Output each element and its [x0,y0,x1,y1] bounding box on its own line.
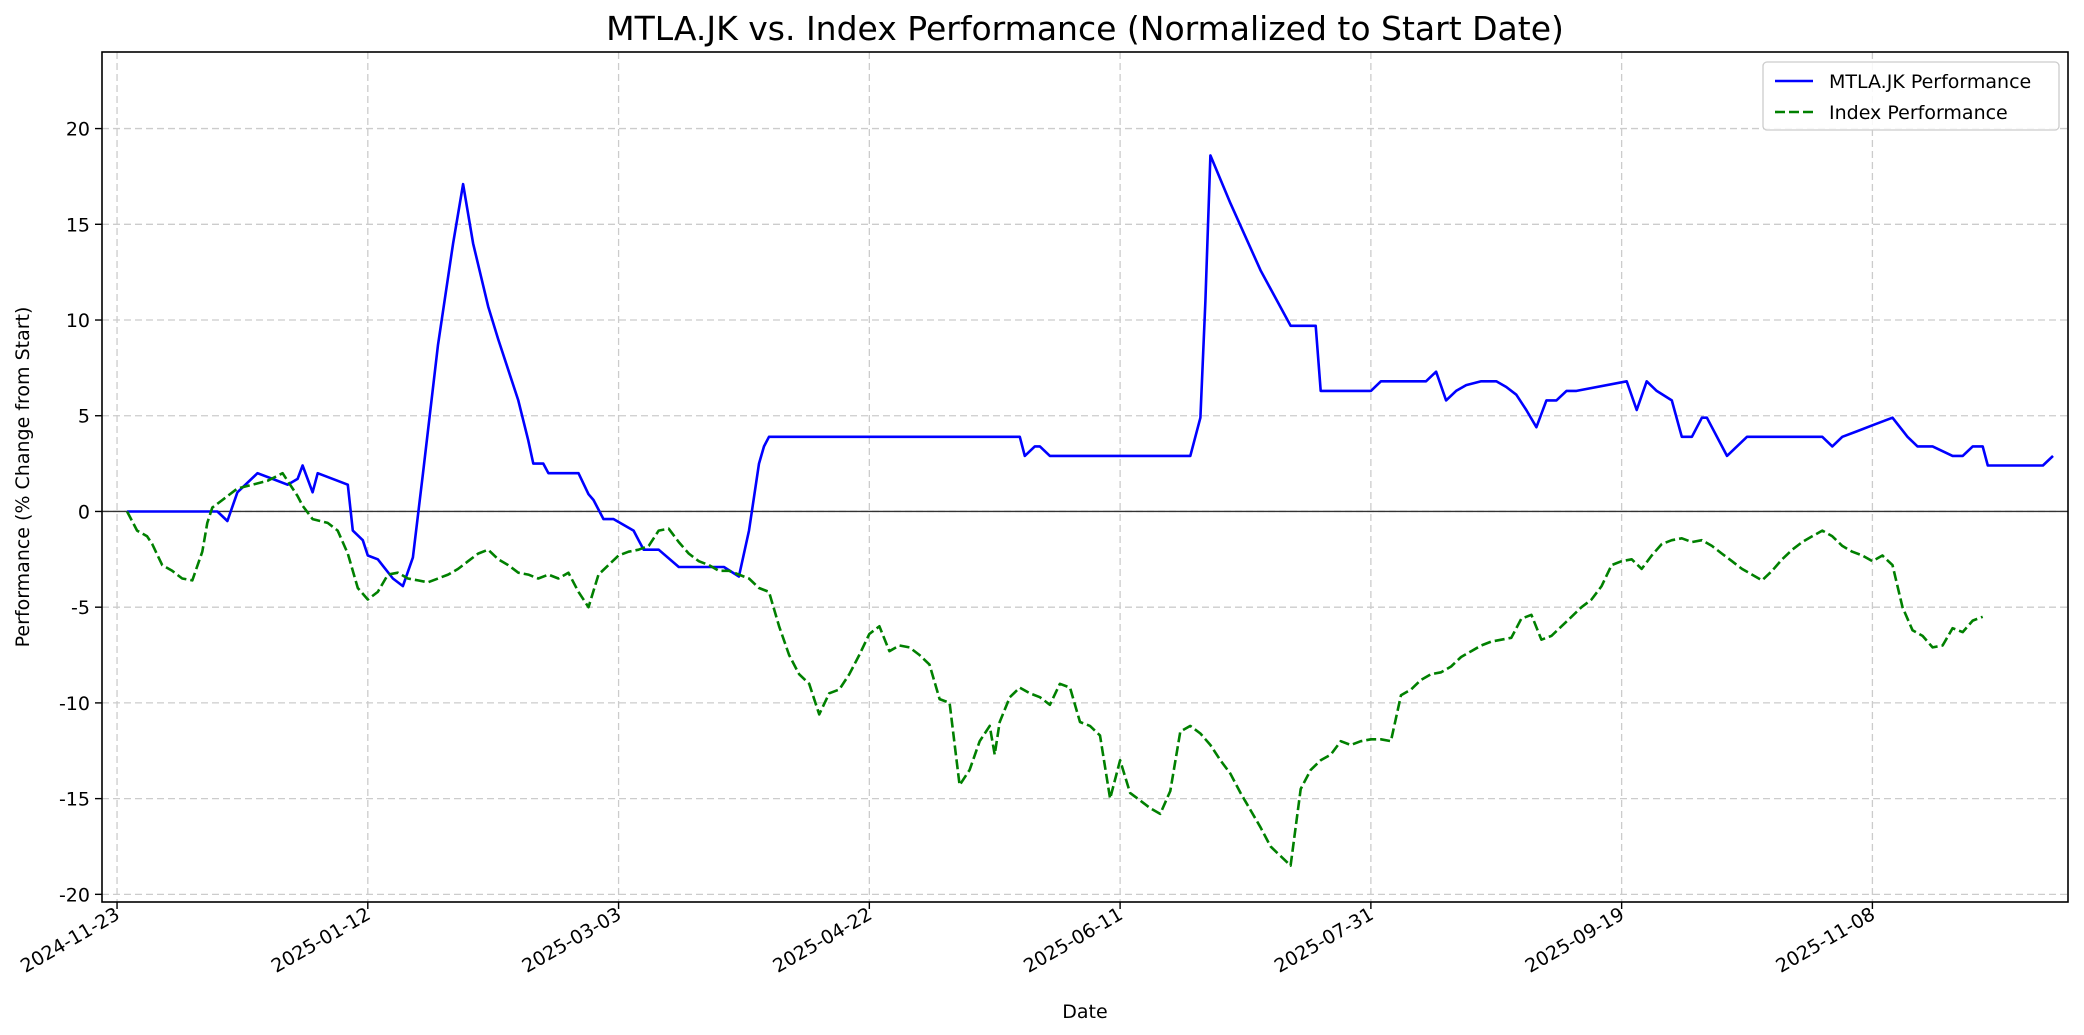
series-layer [125,154,2054,867]
x-tick-label-6: 2025-09-19 [1522,903,1629,977]
x-tick-label-7: 2025-11-08 [1772,903,1879,977]
y-axis-title: Performance (% Change from Start) [12,307,34,648]
x-tick-label-0: 2024-11-23 [17,903,124,977]
legend-label-mtla: MTLA.JK Performance [1829,71,2031,93]
chart-title: MTLA.JK vs. Index Performance (Normalize… [606,9,1564,48]
y-tick-label-2: -10 [59,693,90,715]
x-tick-label-1: 2025-01-12 [268,903,375,977]
y-tick-label-5: 5 [78,406,90,428]
x-tick-label-2: 2025-03-03 [518,903,625,977]
x-tick-label-3: 2025-04-22 [769,903,876,977]
y-tick-label-3: -5 [71,597,90,619]
x-tick-label-5: 2025-07-31 [1271,903,1378,977]
legend-label-index: Index Performance [1829,102,2008,124]
series-line-index [125,471,1984,867]
y-tick-label-7: 15 [66,214,90,236]
legend-box [1762,61,2060,131]
axes-layer [101,51,2069,903]
x-axis-title: Date [1062,1001,1107,1023]
y-tick-label-1: -15 [59,789,90,811]
x-tick-label-4: 2025-06-11 [1020,903,1127,977]
grid-layer [102,52,2068,902]
plot-frame [101,51,2069,903]
legend: MTLA.JK Performance Index Performance [1762,61,2060,131]
y-tick-label-6: 10 [66,310,90,332]
series-line-mtla [127,154,2054,588]
ticks-layer: -20 -15 -10 -5 0 5 10 15 20 2024-11-23 2025-01-12 2… [17,119,1879,978]
y-tick-label-0: -20 [59,884,90,906]
y-tick-label-8: 20 [66,119,90,141]
y-tick-label-4: 0 [78,501,90,523]
